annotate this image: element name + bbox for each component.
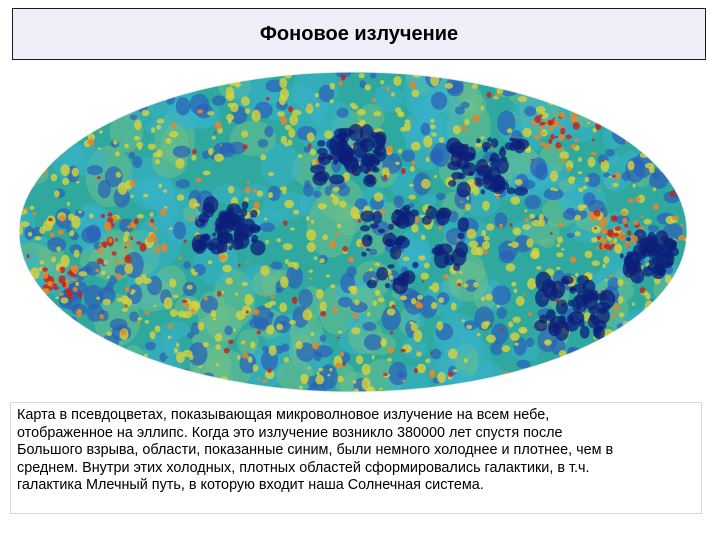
slide-title: Фоновое излучение	[259, 22, 459, 45]
caption-line-5: галактика Млечный путь, в которую входит…	[17, 477, 484, 493]
cmb-map	[18, 71, 688, 393]
title-box: Фоновое излучение	[12, 8, 706, 60]
caption-line-4: среднем. Внутри этих холодных, плотных о…	[17, 459, 590, 476]
cmb-ellipse-image	[18, 71, 688, 393]
caption-text-box: Карта в псевдоцветах, показывающая микро…	[10, 402, 702, 514]
caption-line-1: Карта в псевдоцветах, показывающая микро…	[17, 407, 550, 423]
caption-line-3: Большого взрыва, области, показанные син…	[17, 442, 614, 458]
caption-line-2: отображенное на эллипс. Когда это излуче…	[17, 424, 563, 441]
